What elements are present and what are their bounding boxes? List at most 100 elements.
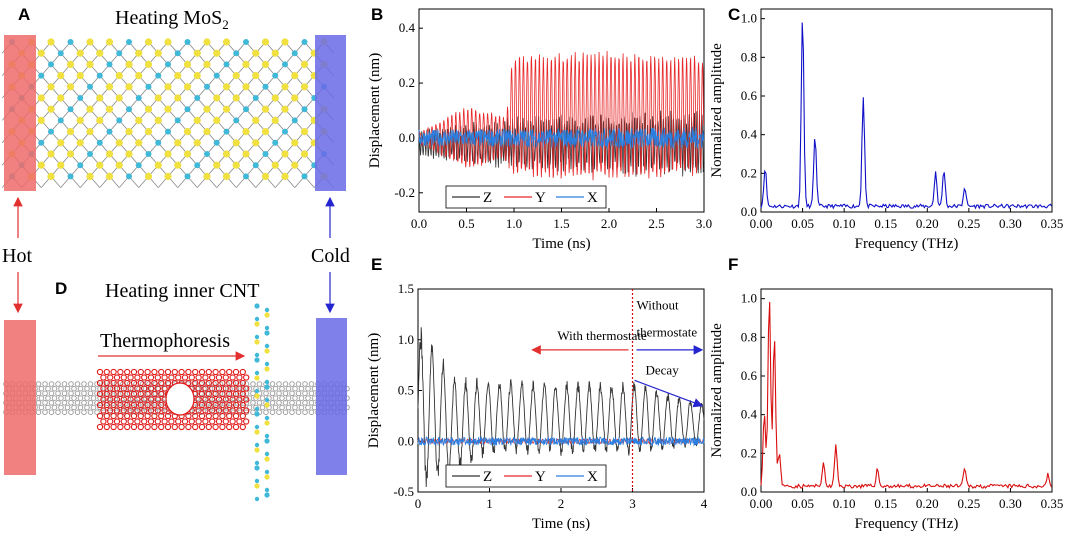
x-tick-label: 0.05 <box>791 496 814 511</box>
mo-atom <box>144 172 153 180</box>
mo-atom <box>96 116 104 124</box>
inner-cnt-atom <box>147 396 155 403</box>
inner-cnt-atom <box>144 423 151 431</box>
chain-atom <box>254 429 260 435</box>
inner-cnt-atom <box>205 368 212 376</box>
cnt-atom <box>282 381 289 387</box>
mo-atom <box>183 83 192 91</box>
plot-frame <box>760 8 1053 213</box>
inner-cnt-atom <box>212 423 219 431</box>
cnt-atom <box>308 390 315 397</box>
mo-atom <box>125 128 133 136</box>
inner-cnt-atom <box>124 412 131 420</box>
inner-cnt-atom <box>192 368 199 376</box>
x-tick-label: 1.0 <box>506 216 522 231</box>
mo-atom <box>232 139 240 147</box>
cnt-atom <box>48 409 55 415</box>
s-atom <box>184 173 191 180</box>
s-atom <box>301 106 308 113</box>
panel-label-c: C <box>728 5 740 24</box>
cnt-atom <box>48 381 55 387</box>
mo-atom <box>47 105 55 113</box>
chain-atom <box>254 465 260 471</box>
y-tick-label: 0.2 <box>399 75 415 90</box>
cnt-atom <box>269 409 276 415</box>
inner-cnt-atom <box>144 379 151 387</box>
inner-cnt-atom <box>209 385 216 392</box>
panel-label-f: F <box>728 255 738 274</box>
mo-atom <box>115 72 123 80</box>
cnt-atom <box>250 381 256 387</box>
mo-atom <box>105 105 114 113</box>
inner-cnt-atom <box>154 407 161 414</box>
without-thermostat-label-2: thermostate <box>637 325 698 340</box>
mo-atom <box>252 72 260 80</box>
hot-region-d <box>4 320 36 475</box>
inner-cnt-atom <box>232 423 240 431</box>
inner-cnt-atom <box>205 412 212 420</box>
x-axis-label: Frequency (THz) <box>855 236 959 252</box>
inner-cnt-atom <box>130 368 138 376</box>
mo-atom <box>105 83 114 91</box>
cold-region-a <box>315 35 346 191</box>
inner-cnt-atom <box>96 390 104 398</box>
inner-cnt-atom <box>205 390 212 398</box>
inner-cnt-atom <box>158 368 165 376</box>
cnt-atom <box>305 385 311 392</box>
mo-atom <box>222 105 231 113</box>
cnt-atom <box>48 390 55 397</box>
inner-cnt-atom <box>229 385 236 392</box>
cnt-atom <box>246 395 253 401</box>
mo-atom <box>300 83 309 91</box>
inner-cnt-atom <box>212 401 219 409</box>
s-atom <box>301 39 308 45</box>
inner-cnt-atom <box>219 412 226 420</box>
cnt-atom <box>61 400 68 406</box>
inner-cnt-atom <box>243 374 250 381</box>
inner-cnt-atom <box>158 401 165 409</box>
s-atom <box>174 50 181 57</box>
inner-cnt-atom <box>198 412 206 420</box>
mo-atom <box>281 105 289 113</box>
y-tick-label: 0.0 <box>741 484 757 499</box>
cnt-atom <box>302 400 308 406</box>
panel-a-title: Heating MoS2 <box>115 7 229 32</box>
x-tick-label: 0.15 <box>874 216 897 231</box>
inner-cnt-atom <box>239 401 246 409</box>
series-line-x <box>417 436 705 447</box>
mo-atom <box>115 139 123 147</box>
mo-atom <box>174 72 182 80</box>
inner-cnt-atom <box>226 368 233 376</box>
x-tick-label: 0.20 <box>916 216 939 231</box>
inner-cnt-atom <box>127 374 134 381</box>
cnt-atom <box>90 385 97 392</box>
cnt-atom <box>45 404 51 411</box>
inner-cnt-atom <box>164 412 172 420</box>
y-tick-label: 0.8 <box>741 329 757 344</box>
mo-atom <box>203 172 211 180</box>
inner-cnt-atom <box>209 374 216 381</box>
inner-cnt-atom <box>209 418 216 425</box>
decay-label: Decay <box>646 362 680 377</box>
cnt-structure <box>3 303 350 502</box>
inner-cnt-atom <box>168 418 175 425</box>
cnt-atom <box>74 400 81 406</box>
cnt-atom <box>71 385 77 392</box>
cnt-atom <box>84 404 90 411</box>
inner-cnt-atom <box>113 396 121 403</box>
mo-atom <box>174 94 182 102</box>
chain-atom <box>254 447 260 453</box>
mo-atom <box>193 72 201 80</box>
inner-cnt-atom <box>212 390 219 398</box>
s-atom <box>38 72 45 79</box>
cnt-atom <box>97 404 103 411</box>
panel-label-b: B <box>371 5 383 24</box>
cnt-atom <box>74 390 81 397</box>
inner-cnt-atom <box>141 396 148 403</box>
cnt-atom <box>308 400 315 406</box>
y-tick-label: 0.0 <box>398 433 414 448</box>
inner-cnt-atom <box>226 401 233 409</box>
cnt-atom <box>90 404 97 411</box>
inner-cnt-atom <box>188 374 195 381</box>
chain-atom <box>254 303 260 309</box>
